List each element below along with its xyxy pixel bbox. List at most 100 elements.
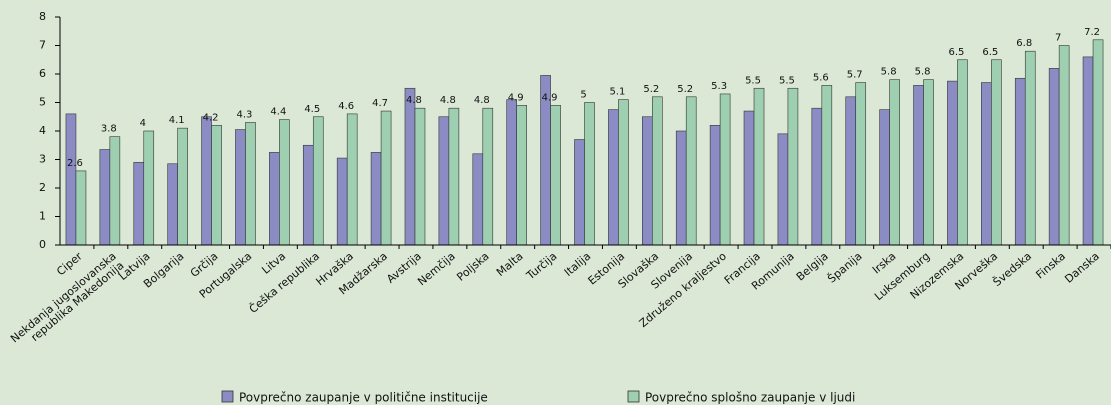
bar bbox=[618, 99, 629, 246]
bar bbox=[981, 82, 992, 246]
value-label: 6.5 bbox=[982, 47, 998, 58]
bar bbox=[380, 110, 392, 246]
value-label: 5.7 bbox=[847, 70, 863, 81]
y-tick-label: 6 bbox=[39, 67, 46, 80]
bar bbox=[777, 133, 789, 246]
bar bbox=[346, 113, 358, 246]
value-label: 5.2 bbox=[677, 84, 693, 95]
value-label: 4.5 bbox=[304, 104, 320, 115]
value-label: 4.4 bbox=[270, 107, 286, 118]
bar bbox=[889, 79, 900, 246]
y-tick-label: 7 bbox=[39, 39, 46, 52]
value-label: 4.1 bbox=[169, 115, 185, 126]
bar bbox=[312, 116, 324, 246]
legend-label: Povprečno splošno zaupanje v ljudi bbox=[645, 391, 855, 405]
value-label: 7.2 bbox=[1084, 27, 1100, 38]
bar bbox=[923, 79, 934, 246]
x-tick-label: Litva bbox=[259, 250, 288, 277]
bar bbox=[370, 152, 382, 246]
x-tick-label-line: republika Makedonija bbox=[26, 259, 127, 346]
bar bbox=[957, 59, 968, 246]
x-tick-label: Danska bbox=[1062, 250, 1102, 286]
bar bbox=[608, 109, 619, 246]
bar bbox=[109, 136, 121, 246]
bar bbox=[472, 153, 484, 246]
bar bbox=[855, 82, 867, 246]
bar bbox=[438, 116, 450, 246]
bar bbox=[99, 149, 111, 246]
bar bbox=[574, 139, 585, 246]
bar bbox=[1014, 77, 1026, 246]
bar bbox=[482, 107, 494, 246]
value-label: 4.7 bbox=[372, 98, 388, 109]
bar bbox=[879, 109, 890, 246]
y-tick-label: 2 bbox=[39, 181, 46, 194]
value-label: 4.9 bbox=[508, 92, 524, 103]
x-tick-label: Turčija bbox=[523, 250, 559, 283]
bar bbox=[404, 87, 416, 246]
value-label: 5.8 bbox=[915, 67, 931, 78]
bar bbox=[743, 110, 755, 246]
value-label: 4.8 bbox=[406, 95, 422, 106]
x-tick-label: Poljska bbox=[454, 250, 491, 284]
y-tick-label: 5 bbox=[39, 96, 46, 109]
bar bbox=[821, 85, 833, 246]
bar bbox=[584, 102, 595, 246]
value-label: 6.8 bbox=[1016, 38, 1032, 49]
bar bbox=[65, 113, 77, 246]
value-label: 4.6 bbox=[338, 101, 354, 112]
bar bbox=[947, 80, 958, 246]
bar bbox=[709, 125, 721, 246]
bar bbox=[913, 85, 924, 246]
value-label: 5.8 bbox=[881, 67, 897, 78]
value-label: 5.3 bbox=[711, 81, 727, 92]
value-label: 4.8 bbox=[474, 95, 490, 106]
value-label: 4.3 bbox=[237, 109, 253, 120]
x-tick-label: Španija bbox=[825, 250, 864, 286]
x-tick-label: Irska bbox=[870, 250, 899, 277]
y-tick-label: 8 bbox=[39, 10, 46, 23]
value-label: 4 bbox=[140, 118, 146, 129]
bar bbox=[1082, 56, 1094, 246]
legend-label: Povprečno zaupanje v politične instituci… bbox=[239, 391, 488, 405]
x-tick-label: Malta bbox=[494, 250, 526, 279]
bar bbox=[642, 116, 653, 246]
x-tick-label: Nemčija bbox=[415, 250, 458, 289]
value-label: 5.5 bbox=[745, 75, 761, 86]
value-label: 5 bbox=[580, 90, 586, 101]
bar bbox=[302, 144, 314, 246]
value-label: 4.9 bbox=[542, 92, 558, 103]
bar bbox=[1092, 39, 1104, 246]
value-label: 6.5 bbox=[948, 47, 964, 58]
bar bbox=[1058, 45, 1070, 246]
bar bbox=[143, 130, 155, 246]
bar bbox=[652, 96, 663, 246]
bar bbox=[167, 163, 178, 246]
bar bbox=[845, 96, 857, 246]
bar bbox=[414, 107, 426, 246]
y-tick-label: 0 bbox=[39, 238, 46, 251]
bar bbox=[336, 157, 348, 246]
value-label: 5.1 bbox=[609, 87, 625, 98]
bar bbox=[787, 87, 799, 246]
bar bbox=[753, 87, 765, 246]
bar bbox=[133, 162, 145, 246]
legend-swatch bbox=[627, 390, 640, 403]
bar bbox=[991, 59, 1002, 246]
bar bbox=[516, 105, 527, 246]
value-label: 2.6 bbox=[67, 158, 83, 169]
value-label: 4.2 bbox=[203, 112, 219, 123]
y-tick-label: 4 bbox=[39, 124, 46, 137]
bar bbox=[245, 122, 256, 246]
value-label: 5.2 bbox=[643, 84, 659, 95]
bar bbox=[177, 127, 188, 246]
value-label: 3.8 bbox=[101, 124, 117, 135]
bar bbox=[448, 107, 460, 246]
bar bbox=[279, 119, 290, 246]
bar bbox=[269, 152, 280, 246]
bar bbox=[75, 170, 87, 246]
legend-swatch bbox=[221, 390, 234, 403]
y-tick-label: 3 bbox=[39, 153, 46, 166]
value-label: 5.6 bbox=[813, 72, 829, 83]
bar bbox=[719, 93, 731, 246]
